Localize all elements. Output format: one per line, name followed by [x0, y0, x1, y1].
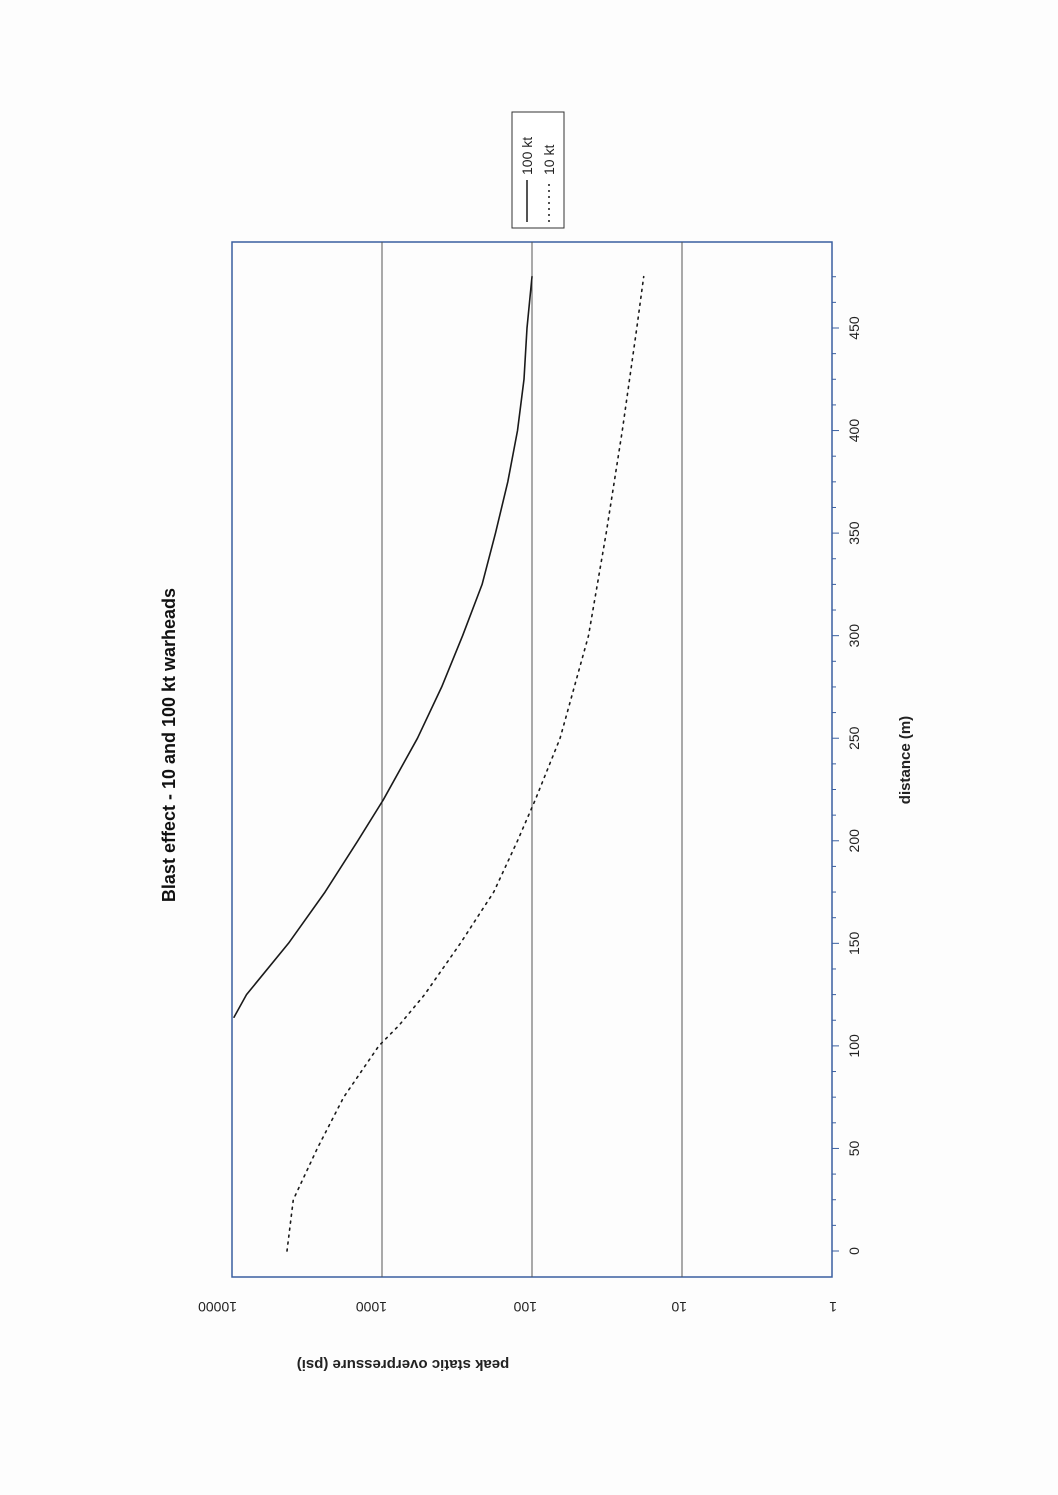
x-axis-title: distance (m) — [897, 716, 914, 804]
legend: 100 kt 10 kt — [511, 111, 565, 229]
legend-label-10kt: 10 kt — [541, 145, 557, 175]
x-tick-label: 0 — [846, 1247, 862, 1255]
series-group — [233, 275, 645, 1252]
x-tick-label: 450 — [846, 316, 862, 340]
x-tick-label: 150 — [846, 931, 862, 955]
legend-box — [511, 111, 565, 229]
y-axis-title: peak static overpressure (psi) — [297, 1356, 510, 1373]
legend-label-100kt: 100 kt — [519, 137, 535, 175]
x-tick-label: 100 — [846, 1034, 862, 1058]
chart-title: Blast effect - 10 and 100 kt warheads — [159, 588, 179, 902]
y-axis-tick-labels: 1 10 100 1000 10000 — [198, 1299, 837, 1315]
x-axis-tick-labels: 0 50 100 150 200 250 300 350 400 450 — [846, 316, 862, 1255]
y-tick-label: 10 — [671, 1299, 687, 1315]
y-tick-label: 100 — [513, 1299, 537, 1315]
series-line-100kt — [233, 275, 533, 1019]
x-tick-label: 350 — [846, 521, 862, 545]
grid-lines — [381, 242, 683, 1277]
x-tick-label: 200 — [846, 829, 862, 853]
x-tick-label: 300 — [846, 624, 862, 648]
series-line-10kt — [286, 275, 645, 1252]
x-axis-ticks — [832, 276, 839, 1252]
x-tick-label: 400 — [846, 419, 862, 443]
y-tick-label: 1000 — [356, 1299, 387, 1315]
y-tick-label: 10000 — [198, 1299, 237, 1315]
y-tick-label: 1 — [829, 1299, 837, 1315]
x-tick-label: 250 — [846, 726, 862, 750]
x-tick-label: 50 — [846, 1140, 862, 1156]
